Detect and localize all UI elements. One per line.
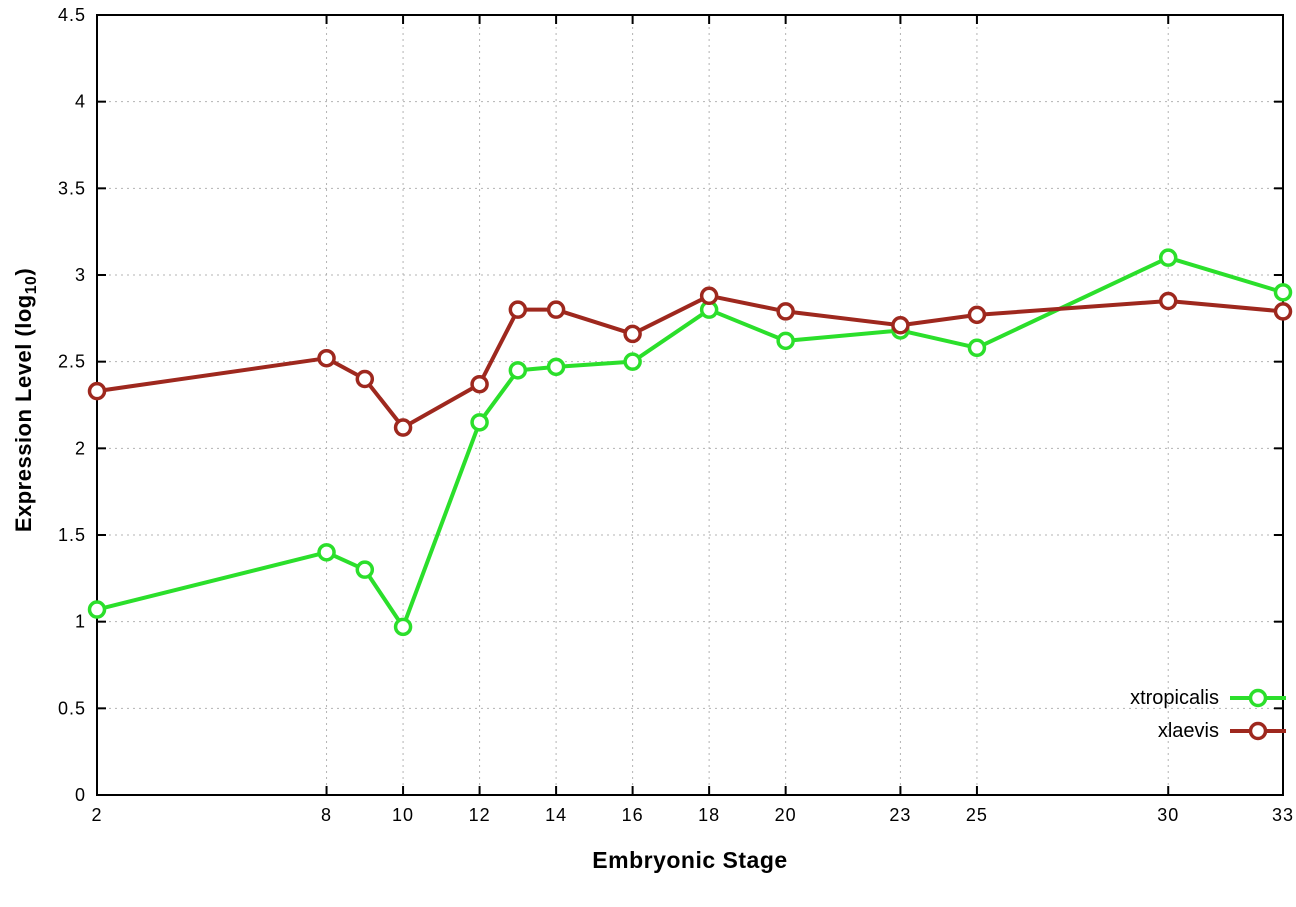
- y-tick-label: 2: [75, 438, 86, 458]
- y-tick-label: 4: [75, 92, 86, 112]
- series-line: [95, 255, 1285, 629]
- data-point: [891, 316, 910, 335]
- data-point: [776, 302, 795, 321]
- legend-item-xlaevis: xlaevis: [1158, 719, 1287, 743]
- x-tick-label: 23: [889, 805, 911, 825]
- data-point: [317, 348, 336, 368]
- x-tick-label: 8: [321, 805, 332, 825]
- tick-labels: 2 8 10 12 14 16 18 20 23 25 30 33 0 0.5 1 1.5 2 2.5 3 3.5 4 4…: [58, 5, 1294, 825]
- data-point: [393, 418, 413, 437]
- legend-label: xlaevis: [1157, 720, 1219, 742]
- series-line: [95, 293, 1285, 430]
- data-point: [355, 560, 375, 579]
- data-point: [508, 300, 528, 319]
- y-axis-label-suffix: ): [10, 267, 36, 276]
- series-xlaevis: [87, 286, 1293, 437]
- data-point: [967, 338, 987, 358]
- legend-sample-line: [1230, 688, 1286, 708]
- x-axis-label: Embryonic Stage: [592, 847, 788, 873]
- y-axis-label: Expression Level (log10): [11, 268, 41, 532]
- data-point: [1158, 291, 1178, 311]
- x-tick-label: 16: [622, 805, 644, 825]
- data-point: [470, 413, 489, 432]
- x-tick-label: 33: [1272, 805, 1294, 825]
- data-point: [699, 286, 719, 306]
- y-tick-label: 3.5: [58, 178, 86, 198]
- y-axis-label-subscript: 10: [23, 275, 41, 295]
- y-tick-label: 2.5: [58, 352, 86, 372]
- x-tick-label: 25: [966, 805, 988, 825]
- x-tick-label: 14: [545, 805, 567, 825]
- data-point: [393, 617, 413, 637]
- data-point: [776, 331, 795, 351]
- data-point: [967, 305, 987, 325]
- data-point: [470, 374, 489, 394]
- data-point: [317, 543, 336, 562]
- data-point: [623, 352, 642, 371]
- gridlines: [96, 14, 1284, 796]
- data-point: [546, 300, 566, 319]
- x-tick-label: 18: [698, 805, 720, 825]
- x-tick-label: 20: [775, 805, 797, 825]
- x-tick-label: 2: [91, 805, 102, 825]
- y-axis-label-text: Expression Level (log: [10, 294, 36, 533]
- y-tick-label: 0.5: [58, 698, 86, 718]
- data-point: [355, 369, 375, 389]
- legend-sample-line: [1230, 721, 1286, 741]
- x-tick-label: 10: [392, 805, 414, 825]
- plot-border: [96, 14, 1284, 796]
- data-point: [508, 361, 528, 380]
- data-point: [87, 381, 107, 401]
- y-tick-label: 4.5: [58, 5, 86, 25]
- legend: xtropicalis xlaevis: [1130, 686, 1287, 743]
- tick-marks: [96, 14, 1284, 796]
- x-tick-label: 30: [1157, 805, 1179, 825]
- data-point: [623, 324, 642, 344]
- data-point: [87, 600, 107, 619]
- data-point: [546, 357, 566, 377]
- x-tick-label: 12: [469, 805, 491, 825]
- data-point: [1158, 248, 1178, 267]
- y-tick-label: 3: [75, 265, 86, 285]
- legend-label: xtropicalis: [1130, 687, 1219, 709]
- y-tick-label: 0: [75, 785, 86, 805]
- series-xtropicalis: [87, 248, 1293, 637]
- legend-item-xtropicalis: xtropicalis: [1130, 686, 1287, 710]
- y-tick-label: 1: [75, 612, 86, 632]
- data-point: [1273, 283, 1293, 302]
- y-tick-label: 1.5: [58, 525, 86, 545]
- data-point: [1273, 302, 1293, 321]
